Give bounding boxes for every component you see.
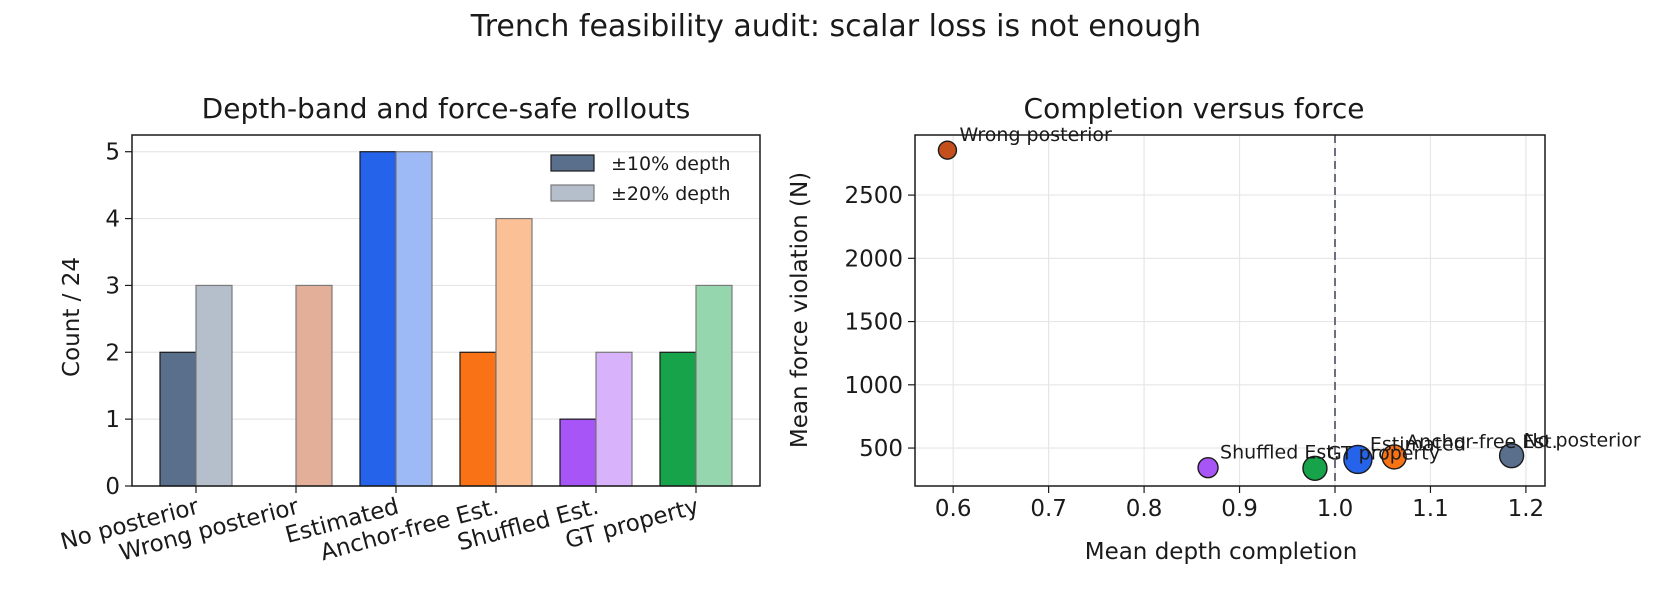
scatter-point-1 <box>937 140 958 160</box>
scatter-point-label-4: Shuffled Est. <box>1220 442 1340 464</box>
bar-chart-panel: Depth-band and force-safe rollouts Count… <box>58 92 761 567</box>
bar-y-tick-label: 5 <box>105 140 120 166</box>
scatter-y-tick-label: 500 <box>859 436 903 462</box>
bar-20pct-3 <box>495 217 533 487</box>
bar-20pct-0 <box>195 284 233 487</box>
bar-y-tick-label: 4 <box>105 207 120 233</box>
scatter-point-3 <box>1381 444 1407 470</box>
bar-10pct-2 <box>359 151 397 487</box>
legend-swatch-20pct <box>550 184 595 202</box>
bar-10pct-4 <box>559 418 597 487</box>
scatter-y-tick-label: 2500 <box>844 183 903 209</box>
scatter-x-tick-label: 0.7 <box>1030 496 1067 522</box>
scatter-point-label-2: Estimated <box>1370 433 1466 455</box>
scatter-y-tick-label: 2000 <box>844 246 903 272</box>
scatter-y-tick-label: 1000 <box>844 373 903 399</box>
bar-y-tick-label: 3 <box>105 273 120 299</box>
scatter-point-2 <box>1343 444 1373 475</box>
scatter-chart-panel: Completion versus force Mean depth compl… <box>787 92 1641 565</box>
scatter-point-label-3: Anchor-free Est. <box>1406 431 1558 453</box>
bar-y-tick-label: 1 <box>105 407 120 433</box>
bar-20pct-5 <box>695 284 733 487</box>
legend-label-10pct: ±10% depth <box>611 153 731 175</box>
scatter-x-tick-label: 1.0 <box>1317 496 1354 522</box>
scatter-x-tick-label: 0.8 <box>1126 496 1163 522</box>
legend-swatch-10pct <box>550 154 595 172</box>
bar-20pct-4 <box>595 351 633 487</box>
bar-chart-y-axis-label: Count / 24 <box>59 257 85 377</box>
scatter-y-tick-label: 1500 <box>844 310 903 336</box>
bar-10pct-5 <box>659 351 697 487</box>
scatter-x-tick-label: 0.6 <box>935 496 972 522</box>
scatter-point-0 <box>1498 442 1525 469</box>
bar-y-tick-label: 0 <box>105 474 120 500</box>
scatter-x-tick-label: 0.9 <box>1221 496 1258 522</box>
scatter-point-5 <box>1302 455 1328 481</box>
scatter-x-axis-label: Mean depth completion <box>1085 539 1358 565</box>
scatter-x-tick-label: 1.1 <box>1412 496 1449 522</box>
bar-20pct-1 <box>295 284 333 487</box>
scatter-point-label-0: No posterior <box>1524 430 1641 452</box>
bar-y-tick-label: 2 <box>105 340 120 366</box>
bar-20pct-2 <box>395 151 433 487</box>
scatter-axes-frame <box>914 134 1546 487</box>
figure-title: Trench feasibility audit: scalar loss is… <box>470 9 1201 44</box>
scatter-point-4 <box>1197 456 1219 479</box>
bar-chart-title: Depth-band and force-safe rollouts <box>202 92 691 125</box>
scatter-chart-title: Completion versus force <box>1024 92 1365 125</box>
bar-10pct-0 <box>159 351 197 487</box>
scatter-x-tick-label: 1.2 <box>1508 496 1545 522</box>
bar-10pct-3 <box>459 351 497 487</box>
scatter-point-label-5: GT property <box>1327 442 1440 464</box>
bar-axes-frame <box>131 134 761 487</box>
scatter-y-axis-label: Mean force violation (N) <box>787 172 813 448</box>
legend-label-20pct: ±20% depth <box>611 183 731 205</box>
